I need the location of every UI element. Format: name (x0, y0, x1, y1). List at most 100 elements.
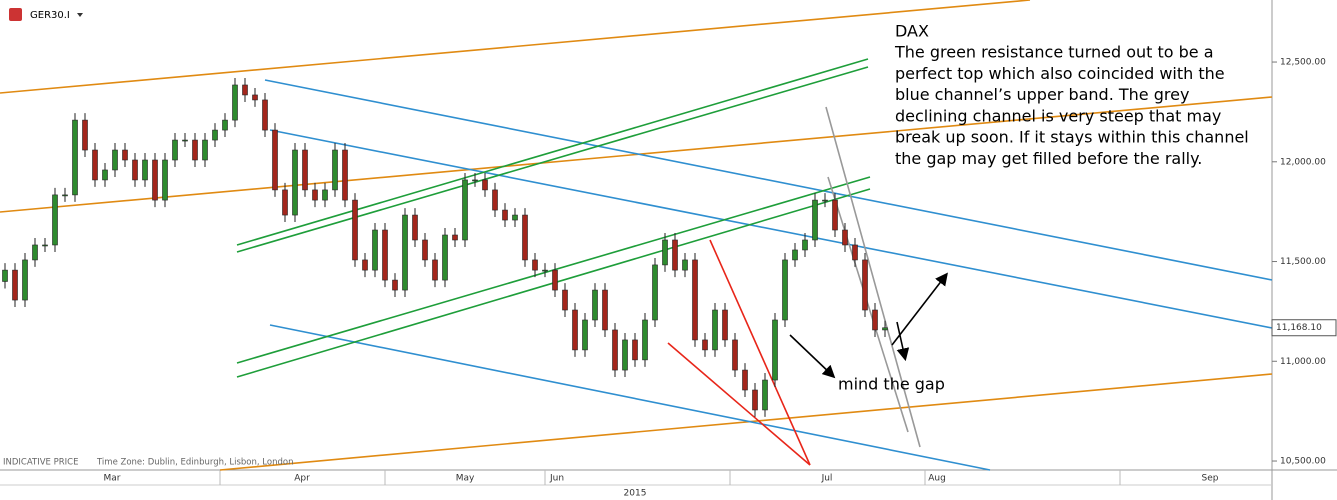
candle-body (372, 229, 378, 271)
candle-body (872, 309, 878, 331)
candle-body (242, 84, 248, 96)
candle-body (712, 309, 718, 351)
year-label: 2015 (624, 489, 647, 499)
green-line (236, 66, 869, 253)
dropdown-arrow[interactable] (77, 13, 83, 17)
x-tick-label: Aug (928, 474, 946, 484)
x-tick-label: Jul (821, 474, 833, 484)
red-line (709, 239, 811, 466)
candle-body (782, 259, 788, 321)
x-tick-label: Apr (294, 474, 310, 484)
candle-body (282, 189, 288, 216)
candle-body (592, 289, 598, 321)
grey-line (827, 176, 909, 433)
last-price-label: 11,168.10 (1276, 323, 1322, 333)
candle-body (302, 149, 308, 191)
candle-body (672, 239, 678, 271)
candle-body (852, 244, 858, 261)
candle-body (652, 264, 658, 321)
blue-line (264, 79, 1273, 281)
candle-body (152, 159, 158, 201)
candle-body (452, 234, 458, 241)
candle-body (832, 199, 838, 231)
x-tick-label: Sep (1202, 474, 1219, 484)
candle-body (122, 149, 128, 161)
candle-body (352, 199, 358, 261)
candle-body (232, 84, 238, 121)
candle-body (552, 269, 558, 291)
annotation-line: declining channel is very steep that may (895, 106, 1221, 125)
blue-line (269, 129, 1273, 329)
candle-body (312, 189, 318, 201)
candle-body (262, 99, 268, 131)
candle-body (632, 339, 638, 361)
x-tick-label: Jun (549, 474, 564, 484)
month-separators (219, 470, 1121, 485)
orange-line (219, 373, 1273, 471)
candle-body (102, 169, 108, 181)
arrow (896, 321, 910, 362)
candle-body (602, 289, 608, 331)
candle-body (22, 259, 28, 301)
time-zone: Time Zone: Dublin, Edinburgh, Lisbon, Lo… (96, 458, 293, 468)
candle-body (272, 129, 278, 191)
candle-body (52, 194, 58, 246)
orange-line (0, 96, 1273, 213)
y-tick-label: 11,500.00 (1280, 257, 1326, 267)
candle-body (72, 119, 78, 196)
candle-body (532, 259, 538, 271)
red-line (667, 342, 811, 466)
arrows (789, 272, 948, 379)
candle-body (332, 149, 338, 191)
candle-body (402, 214, 408, 291)
candle-body (342, 149, 348, 201)
candle-body (32, 244, 38, 261)
candle-body (742, 369, 748, 391)
candle-body (772, 319, 778, 381)
candle-body (562, 289, 568, 311)
annotation-line: perfect top which also coincided with th… (895, 64, 1225, 83)
candle-body (62, 194, 68, 197)
candle-body (492, 189, 498, 211)
candle-body (692, 259, 698, 341)
candle-body (732, 339, 738, 371)
y-tick-label: 12,000.00 (1280, 157, 1326, 167)
orange-line (0, 0, 1031, 94)
symbol-icon[interactable] (9, 8, 22, 21)
candle-body (572, 309, 578, 351)
candle-body (442, 234, 448, 281)
symbol[interactable]: GER30.I (30, 10, 70, 21)
candle-body (862, 259, 868, 311)
candle-body (82, 119, 88, 151)
candle-body (382, 229, 388, 281)
green-line (236, 58, 869, 246)
candle-body (522, 214, 528, 261)
candle-body (2, 269, 8, 282)
candle-body (192, 139, 198, 161)
candle-body (462, 179, 468, 241)
blue-line (269, 324, 991, 471)
candle-body (172, 139, 178, 161)
candle-body (702, 339, 708, 351)
candle-body (222, 119, 228, 131)
candle-body (612, 329, 618, 371)
candle-body (472, 179, 478, 182)
candle-body (202, 139, 208, 161)
candle-body (622, 339, 628, 371)
candle-body (882, 327, 888, 331)
candle-body (482, 179, 488, 191)
gap-note: mind the gap (838, 375, 945, 394)
y-tick-label: 11,000.00 (1280, 357, 1326, 367)
candle-body (362, 259, 368, 271)
footer: INDICATIVE PRICE (3, 458, 78, 468)
candle-body (792, 249, 798, 261)
candle-body (292, 149, 298, 216)
candle-body (542, 269, 548, 272)
annotation-line: blue channel’s upper band. The grey (895, 85, 1189, 104)
candle-body (112, 149, 118, 171)
candle-body (162, 159, 168, 201)
annotation-line: The green resistance turned out to be a (894, 43, 1214, 62)
grey-line (825, 106, 921, 448)
candle-body (42, 244, 48, 247)
